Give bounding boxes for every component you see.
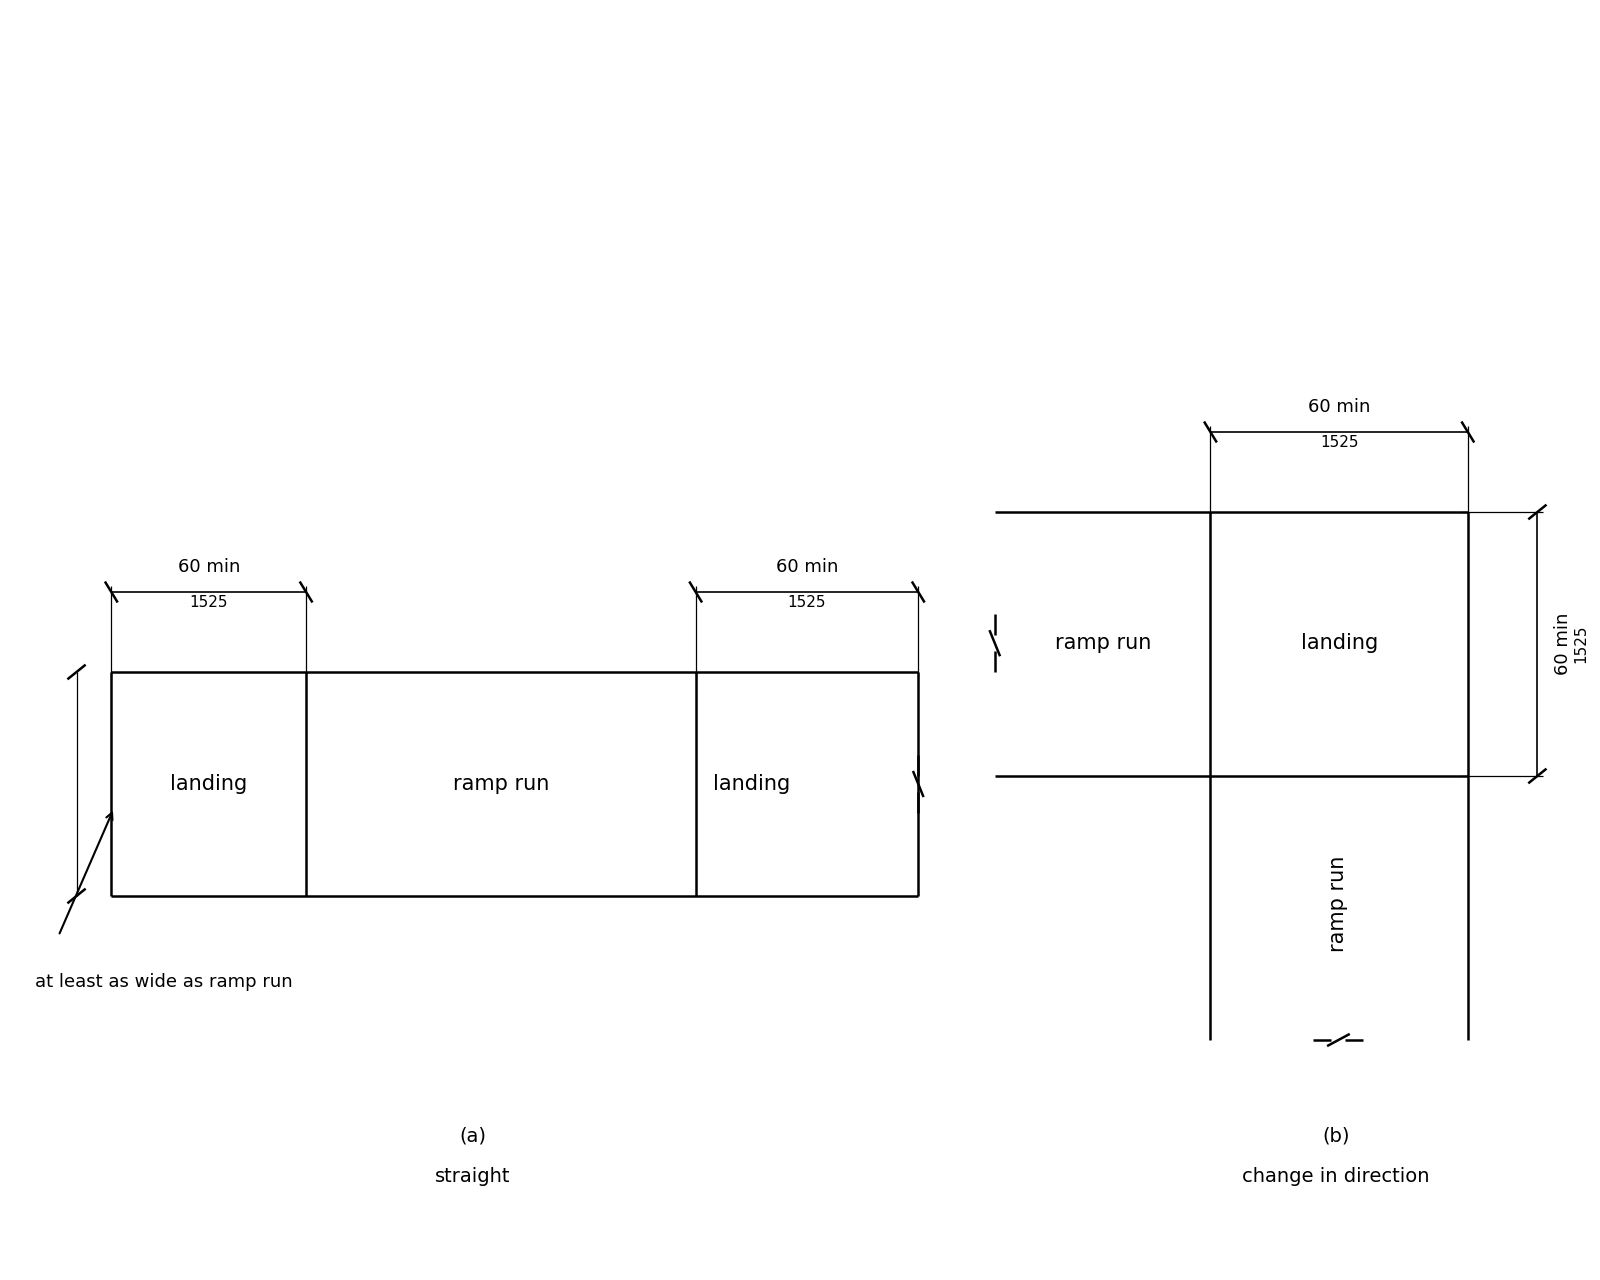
Text: 60 min: 60 min bbox=[776, 558, 838, 576]
Text: 1525: 1525 bbox=[1573, 625, 1589, 663]
Text: straight: straight bbox=[435, 1166, 510, 1185]
Text: landing: landing bbox=[170, 774, 248, 794]
Text: 1525: 1525 bbox=[787, 595, 826, 611]
Text: 1525: 1525 bbox=[1320, 435, 1358, 451]
Text: landing: landing bbox=[712, 774, 790, 794]
Text: ramp run: ramp run bbox=[453, 774, 549, 794]
Text: 1525: 1525 bbox=[189, 595, 227, 611]
Text: (b): (b) bbox=[1322, 1126, 1349, 1146]
Text: at least as wide as ramp run: at least as wide as ramp run bbox=[35, 973, 293, 991]
Text: (a): (a) bbox=[459, 1126, 486, 1146]
Text: 60 min: 60 min bbox=[1307, 398, 1370, 416]
Text: landing: landing bbox=[1301, 634, 1379, 653]
Text: change in direction: change in direction bbox=[1242, 1166, 1429, 1185]
Text: 60 min: 60 min bbox=[1554, 613, 1573, 675]
Text: 60 min: 60 min bbox=[178, 558, 240, 576]
Text: ramp run: ramp run bbox=[1328, 856, 1349, 952]
Text: ramp run: ramp run bbox=[1054, 634, 1152, 653]
